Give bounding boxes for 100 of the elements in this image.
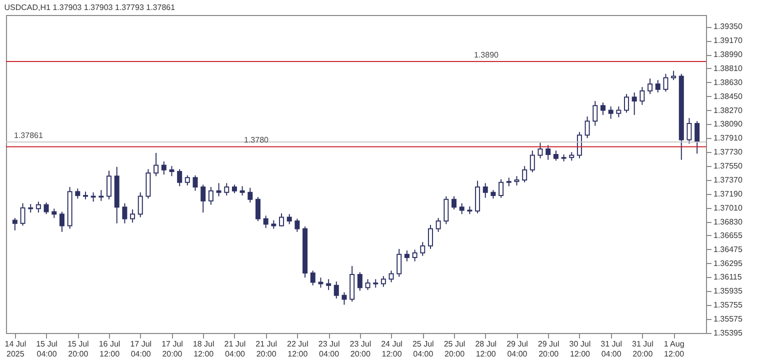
x-tick-label: 17 Jul 20:00 [162,340,184,358]
candlestick [600,102,606,116]
candlestick [279,212,284,227]
candlestick [546,144,551,160]
y-tick-label: 1.36115 [714,272,742,282]
candlestick [584,116,590,139]
candlestick [342,292,347,306]
candlestick [648,78,653,95]
candlestick [640,86,645,106]
candlestick [632,92,637,116]
candlestick [248,187,253,203]
candlestick [514,176,520,186]
x-tick-label: 23 Jul 20:00 [350,340,372,358]
candlestick [380,276,386,288]
x-tick-label: 29 Jul 04:00 [506,340,528,358]
candlestick [663,73,668,92]
y-tick-label: 1.36830 [714,217,743,226]
candlestick [452,196,457,210]
candlestick [224,182,230,196]
y-tick-label: 1.37010 [714,203,743,212]
candlestick [20,202,26,226]
candlestick [326,278,332,291]
candlestick [294,218,300,232]
x-tick-label: 17 Jul 04:00 [130,340,152,358]
candlestick [428,224,433,250]
candlestick [412,249,418,262]
candlestick [122,202,128,224]
candlestick [310,270,316,286]
y-tick-label: 1.38810 [714,64,743,73]
x-tick-label: 15 Jul 20:00 [67,340,90,358]
x-tick-label: 31 Jul 20:00 [632,340,654,358]
candlestick [146,168,151,200]
candlestick [388,270,394,283]
candlestick [161,160,166,176]
candlestick [459,202,464,215]
candlestick [357,272,362,292]
y-tick-label: 1.35935 [714,286,743,296]
candlestick [530,150,535,173]
x-tick-label: 22 Jul 12:00 [287,340,309,358]
candlestick [12,217,18,231]
y-tick-label: 1.35395 [714,328,743,338]
x-tick-label: 21 Jul 20:00 [256,340,278,358]
candlestick [420,241,426,256]
candlestick [75,188,80,200]
candlestick [444,196,449,225]
candlestick [616,106,622,118]
candlestick [318,277,324,288]
ref-line-label: 1.37861 [14,130,44,140]
y-tick-label: 1.37910 [714,134,743,143]
y-tick-label: 1.37730 [714,148,743,157]
candlestick [365,278,370,291]
x-tick-label: 14 Jul 2025 [4,340,26,358]
candlestick [240,186,245,196]
candlestick [436,217,441,232]
y-tick-label: 1.38450 [714,92,743,101]
x-tick-label: 25 Jul 20:00 [444,340,466,358]
candlestick [334,280,339,300]
y-tick-label: 1.37370 [714,176,743,185]
y-tick-label: 1.38270 [714,106,743,115]
y-tick-label: 1.38630 [714,78,743,87]
candlestick [130,208,136,224]
candlestick [498,178,504,198]
y-tick-label: 1.36655 [714,230,743,240]
y-tick-label: 1.36475 [714,244,743,254]
candlestick [671,70,676,81]
candlestick [44,202,49,215]
x-tick-label: 28 Jul 12:00 [475,340,497,358]
x-tick-label: 30 Jul 12:00 [569,340,591,358]
y-tick-label: 1.37190 [714,189,743,198]
candlestick [538,142,543,159]
x-tick-label: 21 Jul 04:00 [224,340,246,358]
candlestick [553,150,558,162]
ref-line-label: 1.3890 [474,50,500,60]
candlestick [216,182,222,197]
y-tick-label: 1.36295 [714,258,743,268]
candlestick [286,214,292,225]
candlestick [396,248,402,278]
x-tick-label: 24 Jul 12:00 [381,340,403,358]
y-tick-label: 1.35755 [714,300,743,310]
ref-line-label: 1.3780 [244,136,270,145]
candlestick [482,182,488,198]
candlestick [59,211,64,232]
candlestick [177,168,182,187]
candlestick [106,170,112,200]
x-tick-label: 1 Aug 12:00 [664,340,685,358]
candlestick [522,166,528,183]
candlestick [404,250,410,262]
x-tick-label: 29 Jul 20:00 [538,340,560,358]
y-tick-label: 1.38090 [714,120,743,129]
y-tick-label: 1.37550 [714,162,743,171]
candlestick [624,94,630,114]
candlestick [255,196,260,222]
candlestick [192,174,198,192]
x-tick-label: 18 Jul 12:00 [192,340,214,358]
candlestick [184,174,190,186]
chart-title: USDCAD,H1 1.37903 1.37903 1.37793 1.37861 [4,3,176,12]
candlestick [36,201,41,214]
y-tick-label: 1.39350 [714,22,743,32]
candlestick [655,80,660,93]
candlestick [694,120,700,154]
